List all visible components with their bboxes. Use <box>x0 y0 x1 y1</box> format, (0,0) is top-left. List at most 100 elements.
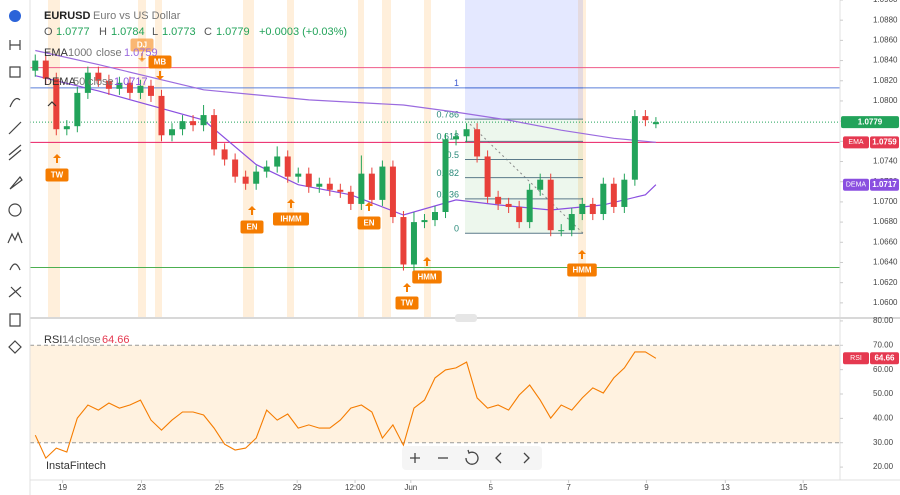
candle-body <box>158 95 165 136</box>
y-tick-label: 1.0740 <box>873 157 898 166</box>
ohlc-key: C <box>204 26 212 38</box>
candle-body <box>652 122 659 125</box>
candle-body <box>242 176 249 184</box>
candle-body <box>105 80 112 89</box>
candle-body <box>621 179 628 207</box>
tool-icon[interactable] <box>8 144 22 161</box>
candle-body <box>631 116 638 180</box>
y-tick-label: 1.0600 <box>873 298 898 307</box>
ohlc-high: 1.0784 <box>111 26 145 38</box>
y-tick-label: 60.00 <box>873 365 894 374</box>
y-tick-label: 1.0840 <box>873 56 898 65</box>
scroll-left[interactable] <box>495 452 502 464</box>
marker-box <box>273 212 309 226</box>
candle-body <box>579 203 586 215</box>
rsi-tag-name: RSI <box>850 355 862 362</box>
candle-body <box>274 156 281 167</box>
marker-arrow-head <box>287 199 295 203</box>
indicator-name: EMA <box>44 47 69 59</box>
marker-box <box>148 55 172 69</box>
tool-icon[interactable] <box>8 121 22 135</box>
tool-icon[interactable] <box>7 231 23 244</box>
marker-box <box>395 296 419 310</box>
tool-icon[interactable] <box>9 263 21 271</box>
candle-body <box>463 129 470 137</box>
ohlc-low: 1.0773 <box>162 26 196 38</box>
collapse-icon[interactable] <box>47 101 57 107</box>
y-tick-label: 1.0620 <box>873 278 898 287</box>
candle-body <box>295 173 302 177</box>
candle-body <box>474 129 481 157</box>
candle-body <box>442 139 449 212</box>
marker-label: EN <box>246 223 257 232</box>
candle-body <box>179 121 186 130</box>
candle-body <box>379 166 386 200</box>
event-band <box>243 0 254 318</box>
marker-label: EN <box>363 219 374 228</box>
current-price-tag-box <box>841 116 899 129</box>
y-tick-label: 30.00 <box>873 438 894 447</box>
reset-view[interactable] <box>465 449 479 465</box>
indicator-value: 64.66 <box>102 334 130 346</box>
marker-label: IHMM <box>280 215 302 224</box>
x-tick-label: 25 <box>215 483 224 492</box>
tool-icon[interactable] <box>9 66 21 78</box>
x-tick-label: 19 <box>58 483 67 492</box>
y-tick-label: 1.0660 <box>873 237 898 246</box>
x-tick-label: 9 <box>644 483 649 492</box>
zoom-in[interactable] <box>410 453 420 463</box>
candle-body <box>147 85 154 96</box>
zoom-toolbar <box>402 446 542 470</box>
event-band <box>424 0 431 318</box>
fib-label: 1 <box>454 78 459 88</box>
current-price-tag: 1.0779 <box>858 117 883 126</box>
candle-body <box>537 179 544 190</box>
ema-tag-box <box>870 136 899 149</box>
y-tick-label: 1.0680 <box>873 217 898 226</box>
candle-body <box>558 230 565 232</box>
ema-tag-name: EMA <box>848 139 864 146</box>
candle-body <box>432 212 438 221</box>
tool-icon[interactable] <box>8 340 22 354</box>
tool-icon[interactable] <box>9 40 21 50</box>
dema-tag-name-box <box>843 178 869 191</box>
candle-body <box>589 203 596 215</box>
marker-arrow-head <box>248 206 256 210</box>
y-tick-label: 80.00 <box>873 316 894 325</box>
symbol-description: Euro vs US Dollar <box>93 10 181 22</box>
marker-arrow-head <box>365 202 373 206</box>
rsi-tag: 64.66 <box>874 353 895 362</box>
candle-body <box>453 136 460 140</box>
marker-box <box>130 38 154 52</box>
candle-body <box>221 149 228 160</box>
event-band <box>578 0 586 318</box>
ohlc-close: 1.0779 <box>216 26 250 38</box>
marker-box <box>567 263 597 277</box>
tool-icon[interactable] <box>8 203 22 217</box>
price-change: +0.0003 (+0.03%) <box>259 26 347 38</box>
tool-icon[interactable] <box>9 97 21 108</box>
y-tick-label: 1.0900 <box>873 0 898 4</box>
tool-icon[interactable] <box>9 175 23 190</box>
scroll-right[interactable] <box>523 452 530 464</box>
symbol: EURUSD <box>44 10 91 22</box>
candle-body <box>400 217 407 265</box>
tool-icon[interactable] <box>8 286 22 298</box>
ema-tag: 1.0759 <box>872 137 897 146</box>
tool-icon[interactable] <box>9 313 21 327</box>
candle-body <box>190 121 197 126</box>
candle-body <box>126 82 133 93</box>
y-tick-label: 1.0820 <box>873 76 898 85</box>
candle-body <box>42 60 49 79</box>
ohlc-key: O <box>44 26 53 38</box>
rsi-tag-name-box <box>843 352 869 365</box>
indicator-param: close <box>75 334 101 346</box>
event-band <box>155 0 162 318</box>
candle-body <box>200 115 207 126</box>
indicator-param: 100 <box>68 47 86 59</box>
dema-tag-name: DEMA <box>846 182 867 189</box>
candle-body <box>263 166 270 172</box>
x-tick-label: 7 <box>566 483 571 492</box>
